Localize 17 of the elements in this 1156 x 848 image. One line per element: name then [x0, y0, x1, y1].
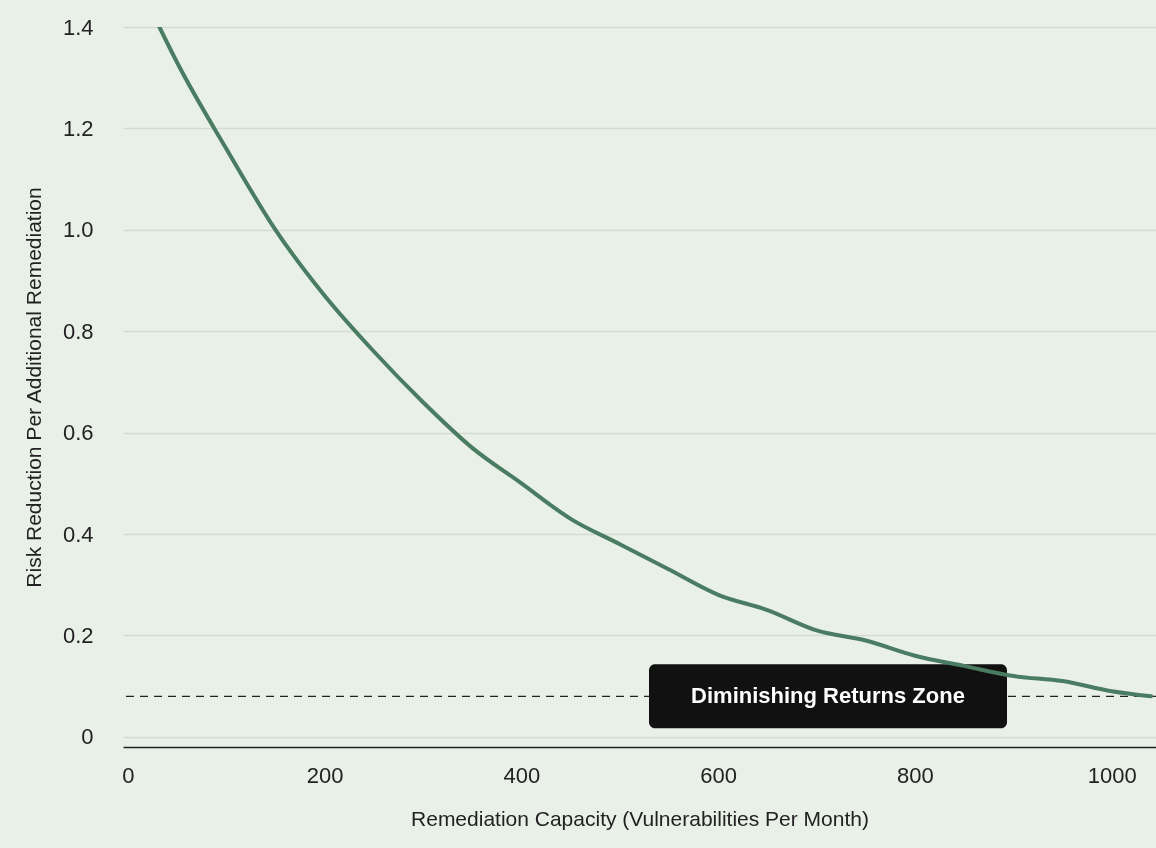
ref-line-label: Diminishing Returns Zone	[691, 683, 965, 709]
y-tick-label: 1.2	[62, 115, 94, 141]
x-axis-title: Remediation Capacity (Vulnerabilities Per Month)	[411, 806, 869, 830]
y-tick-label: 0.4	[62, 521, 94, 547]
y-tick-label: 0.2	[62, 622, 94, 648]
y-tick-label: 0.8	[62, 318, 94, 344]
x-tick-label: 1000	[1087, 762, 1137, 788]
x-tick-label: 200	[306, 762, 344, 788]
x-tick-label: 400	[503, 762, 541, 788]
y-tick-label: 1.4	[62, 14, 94, 40]
y-tick-label: 1.0	[62, 217, 94, 243]
y-axis-title: Risk Reduction Per Additional Remediation	[21, 187, 45, 588]
x-tick-label: 600	[700, 762, 738, 788]
x-tick-label: 0	[122, 762, 135, 788]
y-tick-label: 0.6	[62, 420, 94, 446]
y-tick-label: 0	[81, 724, 94, 750]
x-tick-label: 800	[897, 762, 934, 788]
